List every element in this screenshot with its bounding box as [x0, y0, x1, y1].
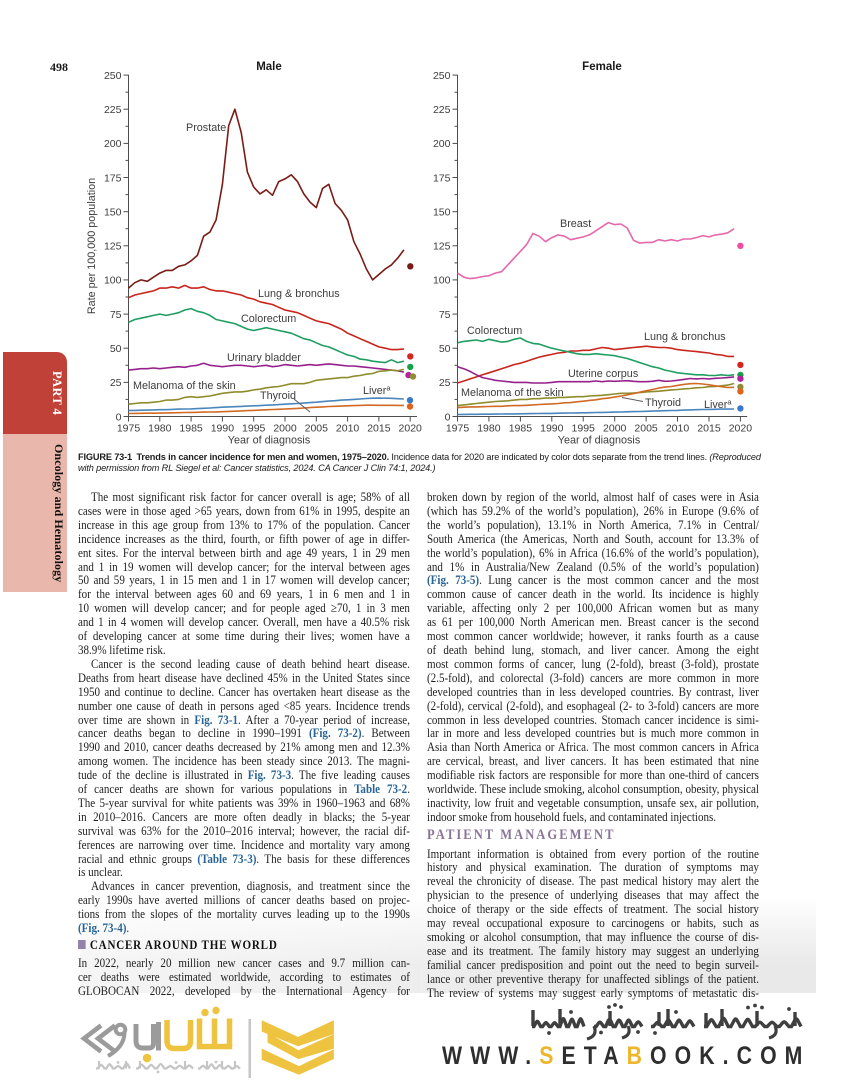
svg-text:Breast: Breast	[560, 218, 591, 230]
svg-text:25: 25	[439, 377, 451, 389]
svg-text:1995: 1995	[572, 423, 596, 435]
svg-text:Uterine corpus: Uterine corpus	[568, 368, 639, 380]
svg-text:1990: 1990	[540, 423, 564, 435]
svg-text:250: 250	[433, 70, 451, 82]
svg-text:1980: 1980	[477, 423, 501, 435]
svg-text:175: 175	[104, 172, 122, 184]
svg-text:200: 200	[433, 138, 451, 150]
svg-text:Prostate: Prostate	[186, 122, 226, 134]
svg-text:Lung & bronchus: Lung & bronchus	[258, 288, 340, 300]
svg-text:100: 100	[104, 275, 122, 287]
svg-text:Year of diagnosis: Year of diagnosis	[228, 435, 311, 447]
svg-text:Year of diagnosis: Year of diagnosis	[558, 435, 641, 447]
svg-text:2020: 2020	[729, 423, 753, 435]
svg-text:Colorectum: Colorectum	[467, 325, 522, 337]
svg-text:Lung & bronchus: Lung & bronchus	[644, 331, 726, 343]
svg-text:125: 125	[104, 241, 122, 253]
svg-text:2000: 2000	[603, 423, 627, 435]
svg-text:1975: 1975	[117, 423, 141, 435]
svg-text:50: 50	[110, 343, 122, 355]
svg-text:150: 150	[104, 207, 122, 219]
svg-text:2005: 2005	[305, 423, 329, 435]
svg-text:Thyroid: Thyroid	[645, 397, 681, 409]
svg-text:75: 75	[110, 309, 122, 321]
svg-text:Male: Male	[256, 61, 282, 73]
svg-text:2005: 2005	[634, 423, 658, 435]
svg-text:25: 25	[110, 377, 122, 389]
svg-text:150: 150	[433, 207, 451, 219]
svg-text:2020: 2020	[399, 423, 423, 435]
svg-text:2010: 2010	[666, 423, 690, 435]
svg-text:Thyroid: Thyroid	[260, 390, 296, 402]
svg-text:Melanoma of the skin: Melanoma of the skin	[133, 380, 236, 392]
svg-text:2010: 2010	[336, 423, 360, 435]
svg-text:1990: 1990	[211, 423, 235, 435]
svg-text:1980: 1980	[148, 423, 172, 435]
svg-text:Melanoma of the skin: Melanoma of the skin	[461, 387, 564, 399]
svg-text:Rate per 100,000 population: Rate per 100,000 population	[86, 178, 98, 314]
svg-text:2000: 2000	[273, 423, 297, 435]
svg-text:1975: 1975	[446, 423, 470, 435]
svg-text:0: 0	[116, 411, 122, 423]
svg-text:1985: 1985	[509, 423, 533, 435]
svg-text:50: 50	[439, 343, 451, 355]
svg-text:2015: 2015	[697, 423, 721, 435]
svg-text:225: 225	[104, 104, 122, 116]
svg-text:75: 75	[439, 309, 451, 321]
svg-text:Colorectum: Colorectum	[241, 313, 296, 325]
svg-text:Livera: Livera	[363, 384, 391, 398]
svg-text:0: 0	[445, 411, 451, 423]
svg-text:125: 125	[433, 241, 451, 253]
svg-text:200: 200	[104, 138, 122, 150]
svg-text:Urinary bladder: Urinary bladder	[227, 352, 301, 364]
svg-text:1985: 1985	[179, 423, 203, 435]
svg-text:1995: 1995	[242, 423, 266, 435]
svg-text:250: 250	[104, 70, 122, 82]
svg-text:175: 175	[433, 172, 451, 184]
svg-text:Livera: Livera	[704, 398, 732, 412]
svg-text:2015: 2015	[367, 423, 391, 435]
svg-text:Female: Female	[582, 61, 622, 73]
svg-text:100: 100	[433, 275, 451, 287]
svg-text:225: 225	[433, 104, 451, 116]
